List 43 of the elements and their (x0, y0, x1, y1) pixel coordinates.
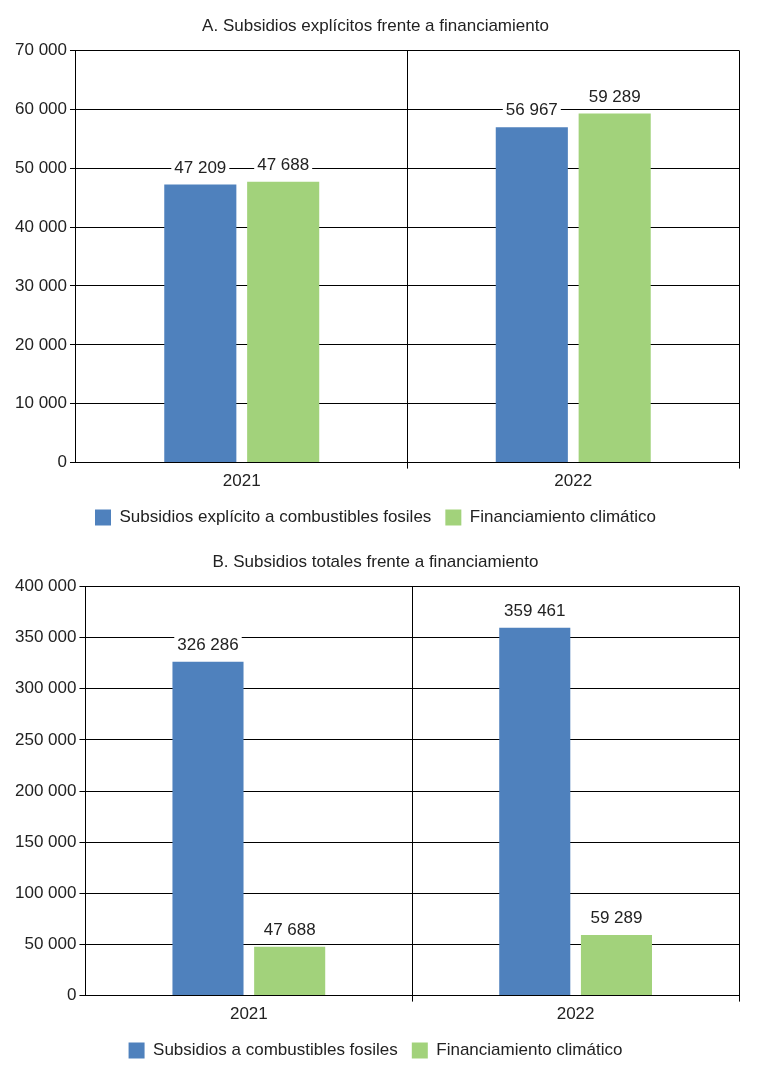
x-tick-label: 2021 (229, 1004, 268, 1024)
x-tick-label: 2022 (556, 1004, 595, 1024)
y-tick-label: 20 000 (15, 334, 67, 354)
y-tick-label: 400 000 (15, 576, 77, 596)
bar (499, 627, 571, 996)
data-label: 47 688 (257, 154, 310, 174)
bar (495, 127, 568, 463)
y-tick-label: 300 000 (15, 678, 77, 698)
y-tick-label: 70 000 (15, 40, 67, 60)
bar (172, 661, 244, 996)
data-label: 326 286 (177, 635, 239, 654)
chart-title: A. Subsidios explícitos frente a financiamiento (202, 15, 549, 35)
bar (578, 113, 651, 463)
legend-label: Financiamiento climático (436, 1040, 623, 1060)
y-tick-label: 150 000 (15, 831, 77, 851)
data-label: 47 688 (263, 920, 316, 939)
y-tick-label: 350 000 (15, 627, 77, 647)
data-label: 59 289 (590, 908, 643, 928)
bar (164, 184, 237, 463)
legend-label: Subsidios a combustibles fosiles (153, 1040, 398, 1060)
bar (254, 946, 326, 996)
y-tick-label: 10 000 (15, 393, 67, 413)
y-tick-label: 50 000 (24, 934, 77, 954)
y-tick-label: 60 000 (15, 98, 67, 118)
x-tick-label: 2021 (222, 471, 261, 491)
y-tick-label: 30 000 (15, 275, 67, 295)
data-label: 56 967 (505, 100, 558, 120)
bar (580, 934, 652, 996)
y-tick-label: 250 000 (15, 729, 77, 749)
y-tick-label: 0 (66, 985, 77, 1005)
y-tick-label: 0 (57, 452, 67, 472)
y-tick-label: 40 000 (15, 216, 67, 236)
y-tick-label: 50 000 (15, 157, 67, 177)
legend-label: Subsidios explícito a combustibles fosiles (119, 507, 432, 527)
y-tick-label: 200 000 (15, 780, 77, 800)
data-label: 59 289 (588, 86, 641, 106)
data-label: 47 209 (174, 157, 227, 177)
bar (247, 181, 320, 463)
chart-title: B. Subsidios totales frente a financiamiento (212, 551, 539, 571)
x-tick-label: 2022 (554, 471, 593, 491)
legend-label: Financiamiento climático (469, 507, 656, 527)
y-tick-label: 100 000 (15, 882, 77, 902)
data-label: 359 461 (504, 601, 566, 621)
